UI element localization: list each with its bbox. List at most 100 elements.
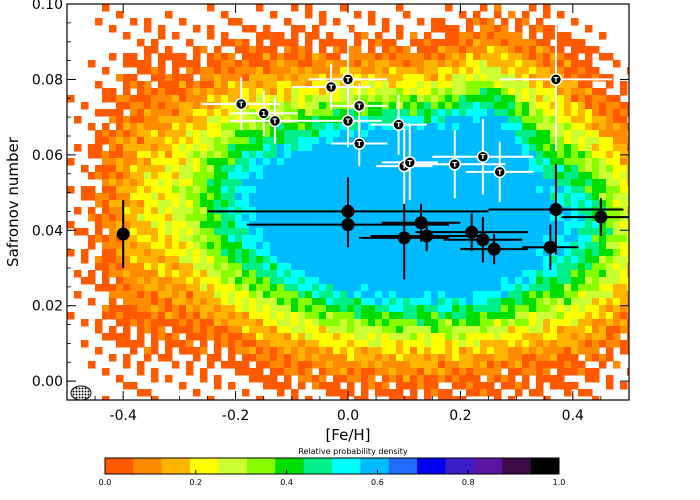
density-cell [501,39,509,47]
density-cell [298,249,306,257]
density-cell [214,347,222,355]
density-cell [515,123,523,131]
density-cell [368,81,376,89]
density-cell [361,179,369,187]
density-cell [263,200,271,208]
density-cell [277,151,285,159]
density-cell [277,235,285,243]
density-cell [291,25,299,33]
density-cell [235,298,243,306]
density-cell [130,305,138,313]
density-cell [599,88,607,96]
density-cell [249,74,257,82]
density-cell [466,53,474,61]
density-cell [529,60,537,68]
density-cell [242,144,250,152]
density-cell [186,326,194,334]
density-cell [95,151,103,159]
density-cell [480,305,488,313]
density-cell [326,347,334,355]
density-cell [88,207,96,215]
density-cell [186,249,194,257]
density-cell [627,158,629,166]
density-cell [270,186,278,194]
density-cell [438,67,446,75]
density-cell [627,270,629,278]
density-cell [417,298,425,306]
density-cell [284,256,292,264]
density-cell [473,172,481,180]
density-cell [284,214,292,222]
density-cell [242,235,250,243]
density-cell [291,179,299,187]
density-cell [445,39,453,47]
density-cell [557,263,565,271]
density-cell [249,354,257,362]
density-cell [249,284,257,292]
density-cell [550,172,558,180]
density-cell [543,375,551,383]
density-cell [564,186,572,194]
density-cell [557,32,565,40]
density-cell [270,382,278,390]
density-cell [242,333,250,341]
density-cell [480,326,488,334]
density-cell [361,396,369,400]
density-cell [333,18,341,26]
density-cell [494,11,502,19]
density-cell [319,60,327,68]
density-cell [466,102,474,110]
density-cell [529,312,537,320]
density-cell [165,235,173,243]
density-cell [214,81,222,89]
density-cell [130,137,138,145]
density-cell [396,102,404,110]
density-cell [620,249,628,257]
density-cell [179,200,187,208]
density-cell [396,67,404,75]
density-cell [410,186,418,194]
density-cell [151,242,159,250]
density-cell [95,263,103,271]
density-cell [557,116,565,124]
density-contour-layer [67,4,629,400]
density-cell [557,193,565,201]
density-cell [214,116,222,124]
density-cell [396,46,404,54]
density-cell [151,228,159,236]
density-cell [319,179,327,187]
density-cell [235,305,243,313]
density-cell [81,102,89,110]
point-label: T [357,102,362,110]
density-cell [571,88,579,96]
density-cell [263,81,271,89]
density-cell [340,179,348,187]
density-cell [333,305,341,313]
density-cell [179,130,187,138]
density-cell [480,109,488,117]
density-cell [480,53,488,61]
colorbar-segment [417,458,446,474]
density-cell [207,249,215,257]
density-cell [536,207,544,215]
density-cell [123,102,131,110]
density-cell [473,242,481,250]
density-cell [186,158,194,166]
density-cell [263,179,271,187]
density-cell [347,228,355,236]
density-cell [557,137,565,145]
density-cell [508,242,516,250]
density-cell [284,305,292,313]
density-cell [172,249,180,257]
density-cell [494,25,502,33]
density-cell [578,137,586,145]
density-cell [144,172,152,180]
density-cell [242,270,250,278]
density-cell [186,165,194,173]
density-cell [228,347,236,355]
density-cell [382,179,390,187]
density-cell [291,151,299,159]
density-cell [578,95,586,103]
density-cell [480,277,488,285]
density-cell [144,165,152,173]
